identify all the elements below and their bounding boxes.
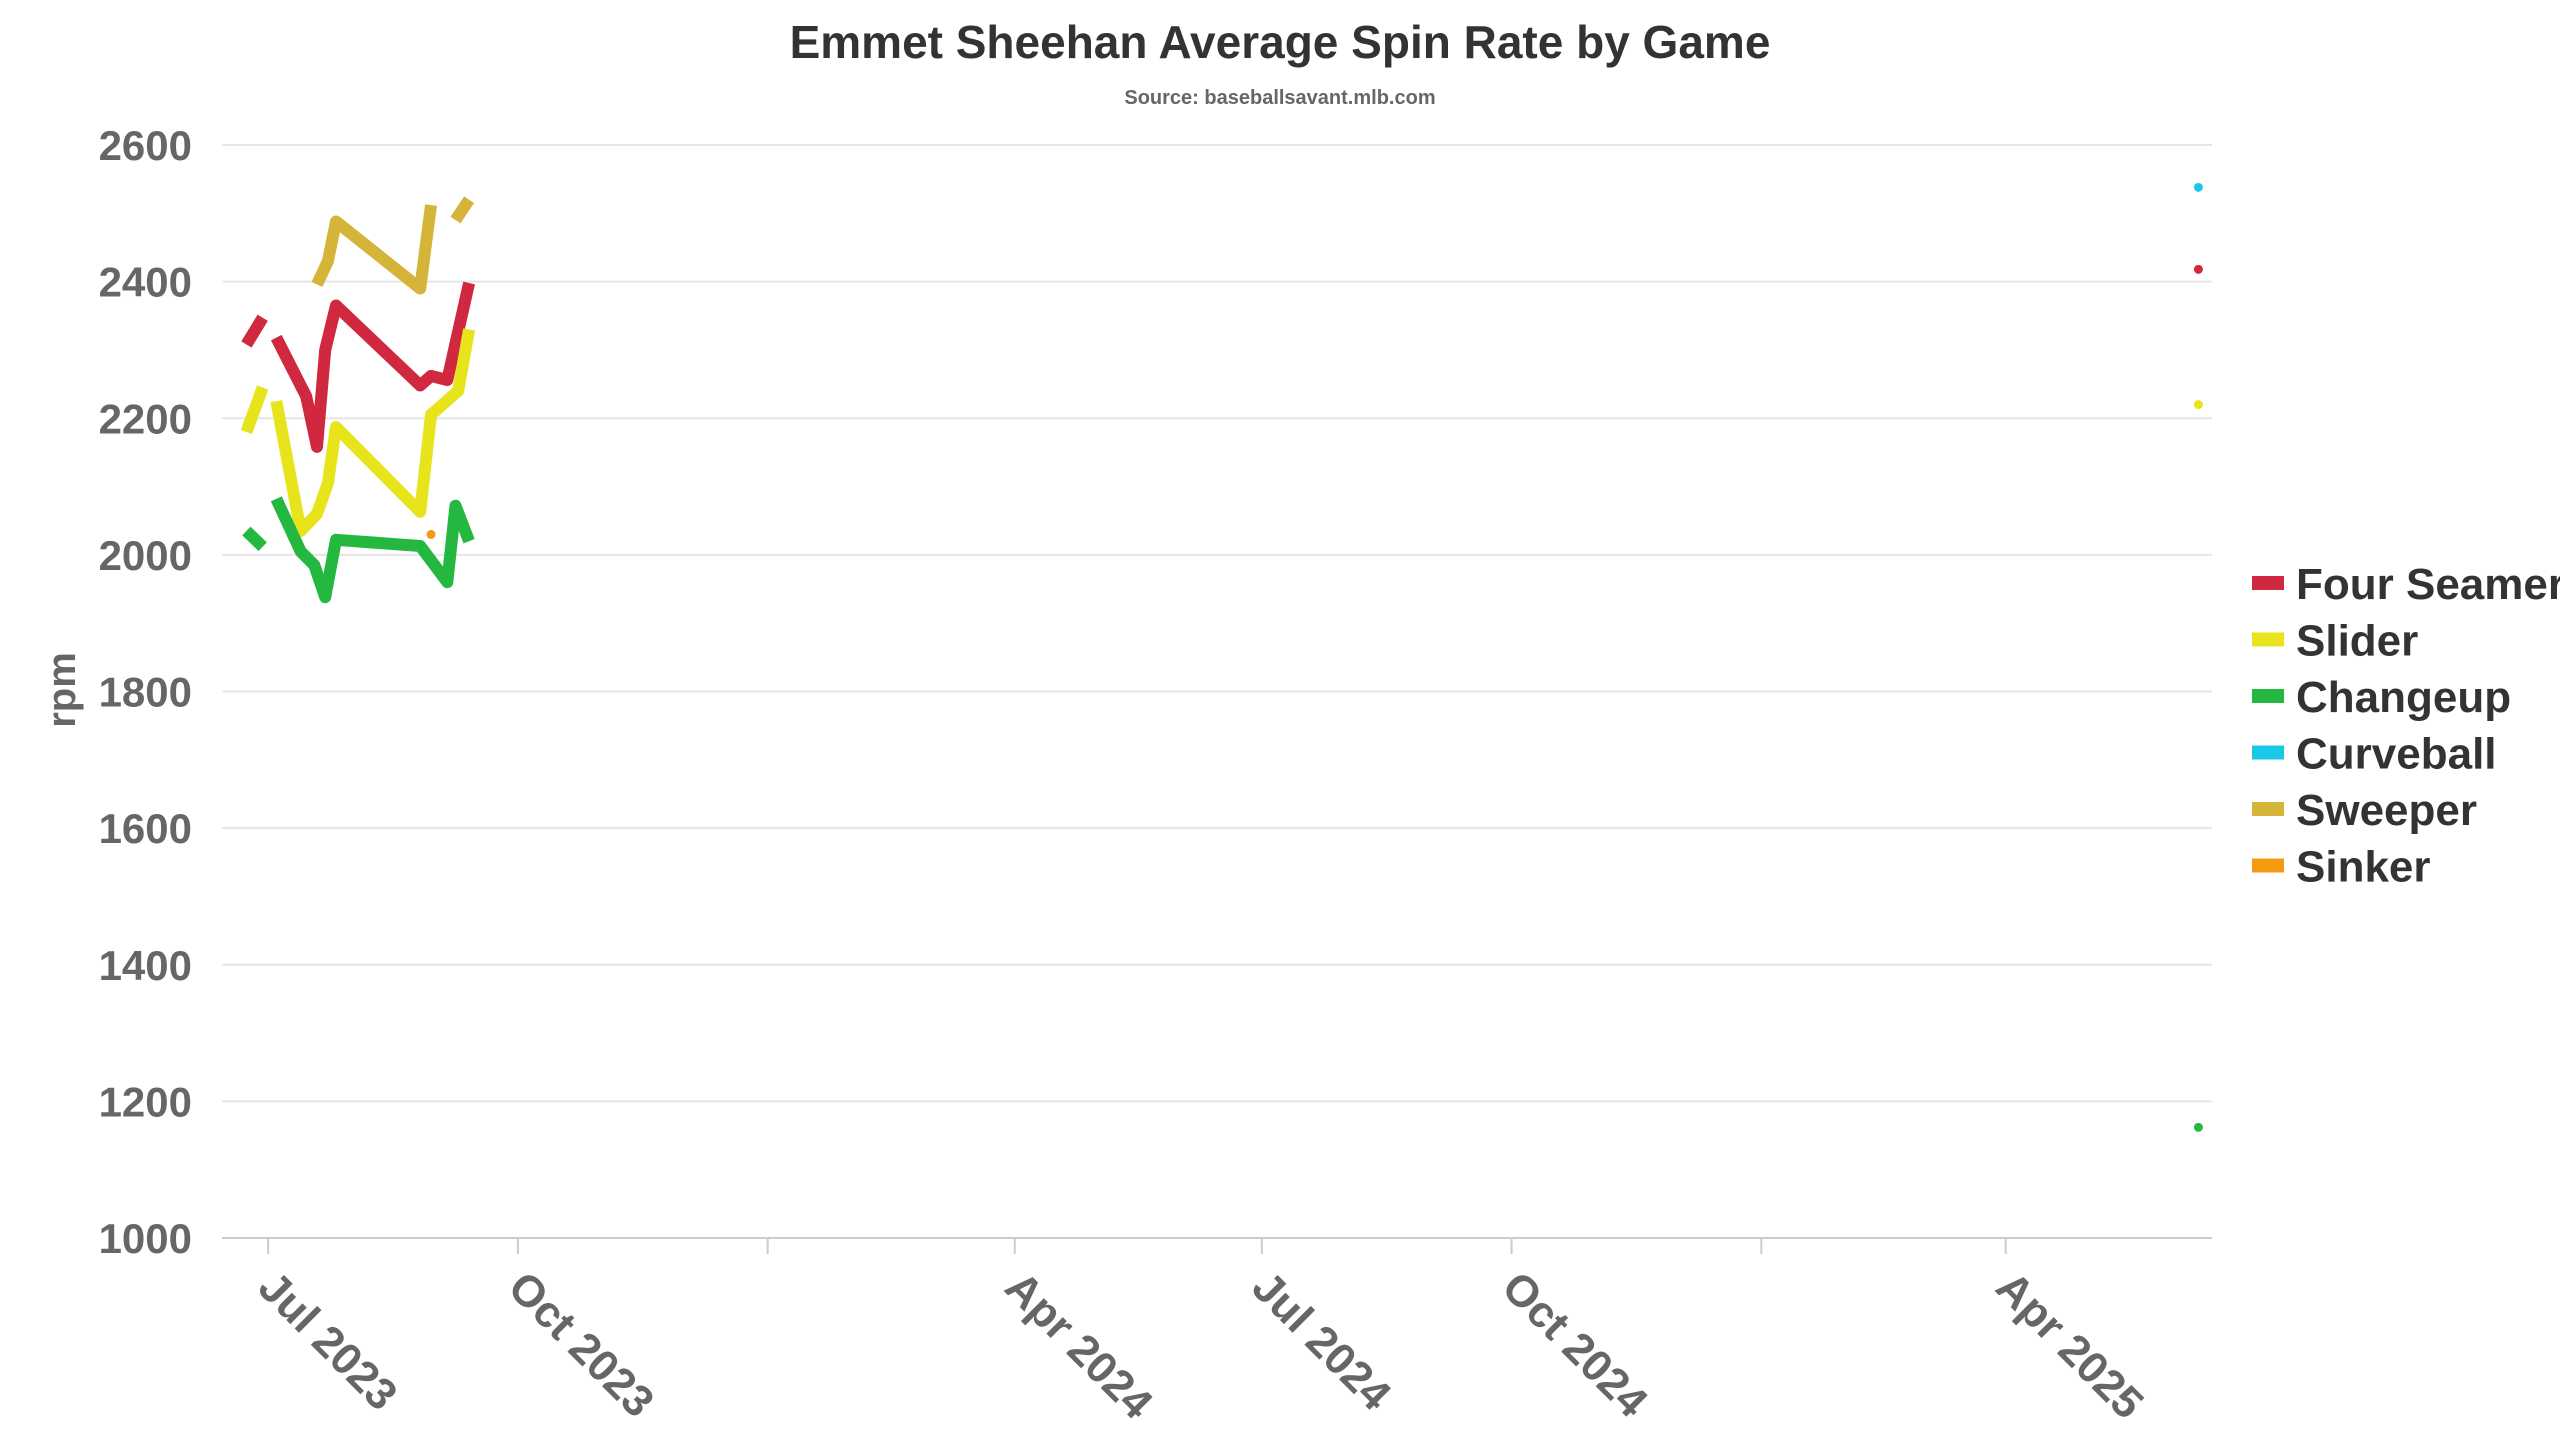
series-line	[241, 314, 268, 348]
series-line	[270, 496, 475, 604]
legend-swatch	[2252, 802, 2284, 816]
y-tick-label: 2600	[99, 122, 192, 169]
legend-label: Curveball	[2296, 730, 2497, 779]
legend-label: Sweeper	[2296, 786, 2477, 835]
x-tick-label: Apr 2025	[1987, 1262, 2153, 1428]
legend-swatch	[2252, 576, 2284, 590]
chart-title: Emmet Sheehan Average Spin Rate by Game	[790, 16, 1771, 68]
y-tick-label: 1600	[99, 805, 192, 852]
legend-label: Changeup	[2296, 673, 2511, 722]
y-tick-label: 1000	[99, 1215, 192, 1262]
legend-label: Slider	[2296, 617, 2418, 666]
legend-swatch	[2252, 858, 2284, 873]
series-line	[242, 526, 267, 552]
series-line	[270, 281, 475, 453]
legend-label: Sinker	[2296, 843, 2431, 892]
series-line	[311, 204, 437, 295]
x-tick-label: Jul 2023	[249, 1262, 406, 1419]
data-point	[2193, 1122, 2203, 1132]
data-point	[426, 529, 436, 539]
legend-swatch	[2252, 632, 2284, 647]
x-tick-label: Oct 2023	[499, 1262, 663, 1426]
series-line	[270, 328, 476, 537]
data-point	[2193, 400, 2203, 410]
data-point	[2193, 264, 2203, 274]
x-tick-label: Jul 2024	[1243, 1262, 1401, 1420]
y-tick-label: 2200	[99, 395, 192, 442]
legend-label: Four Seamer	[2296, 560, 2560, 609]
y-tick-label: 2000	[99, 532, 192, 579]
grid-lines	[222, 144, 2212, 1239]
data-point	[2193, 182, 2203, 192]
series-lines	[240, 182, 2203, 1132]
legend: Four Seamer Slider Changeup Curveball Sweepe…	[2252, 560, 2560, 892]
series-line	[450, 196, 475, 224]
y-tick-label: 1200	[99, 1078, 192, 1125]
legend-swatch	[2252, 689, 2284, 703]
legend-swatch	[2252, 745, 2284, 760]
x-tick-label: Apr 2024	[996, 1262, 1162, 1428]
y-tick-label: 2400	[99, 259, 192, 306]
y-tick-label: 1400	[99, 942, 192, 989]
chart-subtitle: Source: baseballsavant.mlb.com	[1124, 87, 1435, 109]
x-axis: Jul 2023 Oct 2023 Apr 2024 Jul 2024 Oct 2024…	[249, 1238, 2153, 1429]
y-tick-label: 1800	[99, 669, 192, 716]
y-axis-ticks: 1000 1200 1400 1600 1800 2000 2200 2400 2600	[99, 122, 192, 1262]
x-tick-label: Oct 2024	[1492, 1262, 1657, 1427]
series-line	[240, 385, 269, 434]
y-axis-label: rpm	[40, 652, 84, 728]
